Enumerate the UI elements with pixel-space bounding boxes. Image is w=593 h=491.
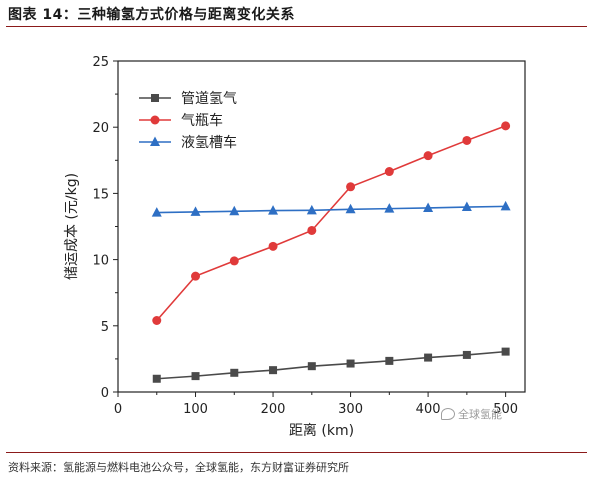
legend-marker (150, 136, 160, 146)
data-point-1 (191, 271, 201, 281)
data-point-2 (423, 202, 434, 212)
source-rule (6, 452, 587, 453)
data-point-2 (268, 205, 279, 215)
data-point-2 (461, 201, 472, 212)
legend-marker (150, 115, 160, 125)
series-line-2 (156, 205, 506, 214)
x-tick-label: 400 (416, 402, 441, 417)
data-point-2 (384, 203, 395, 213)
data-point-0 (385, 356, 394, 365)
data-point-2 (151, 207, 162, 217)
data-point-2 (500, 200, 511, 211)
watermark-text: 全球氢能 (458, 408, 502, 421)
series-line-1 (156, 125, 506, 322)
x-tick-label: 0 (114, 402, 122, 417)
plot-frame (117, 60, 526, 393)
legend-label: 气瓶车 (181, 112, 223, 129)
wechat-icon (441, 408, 455, 420)
legend-label: 液氢槽车 (181, 134, 237, 151)
y-tick-label: 20 (92, 121, 109, 136)
watermark: 全球氢能 (441, 406, 502, 422)
y-tick-label: 25 (92, 55, 109, 70)
data-point-2 (190, 206, 201, 216)
figure-title: 图表 14：三种输氢方式价格与距离变化关系 (8, 7, 295, 23)
data-point-2 (345, 203, 356, 214)
legend-marker (151, 94, 159, 102)
x-tick-label: 200 (261, 402, 286, 417)
x-tick-label: 300 (338, 402, 363, 417)
y-axis-title: 储运成本 (元/kg) (64, 173, 80, 280)
x-tick-label: 100 (183, 402, 208, 417)
x-tick-label: 500 (493, 402, 518, 417)
y-tick-label: 5 (101, 320, 109, 335)
data-point-1 (423, 151, 433, 161)
data-point-2 (229, 205, 240, 216)
data-point-1 (501, 121, 511, 131)
data-point-1 (268, 241, 278, 251)
data-point-1 (346, 182, 356, 192)
y-tick-label: 10 (92, 254, 109, 269)
data-point-0 (230, 368, 239, 377)
data-point-0 (346, 359, 355, 368)
y-tick-label: 0 (101, 386, 109, 401)
data-point-0 (191, 372, 200, 381)
data-point-0 (269, 366, 278, 375)
series-line-0 (156, 350, 506, 380)
data-point-1 (307, 225, 317, 235)
data-point-2 (306, 204, 317, 215)
data-point-1 (229, 256, 239, 266)
data-point-0 (152, 374, 161, 383)
title-rule (6, 26, 587, 27)
legend-label: 管道氢气 (181, 91, 237, 107)
data-point-1 (462, 135, 472, 145)
data-point-0 (307, 362, 316, 371)
source-note: 资料来源：氢能源与燃料电池公众号，全球氢能，东方财富证券研究所 (8, 461, 349, 474)
y-tick-label: 15 (92, 187, 109, 202)
data-point-1 (384, 167, 394, 177)
data-point-0 (424, 353, 433, 362)
data-point-0 (462, 350, 471, 359)
x-axis-title: 距离 (km) (289, 422, 354, 439)
data-point-1 (152, 316, 162, 326)
data-point-0 (501, 347, 510, 356)
